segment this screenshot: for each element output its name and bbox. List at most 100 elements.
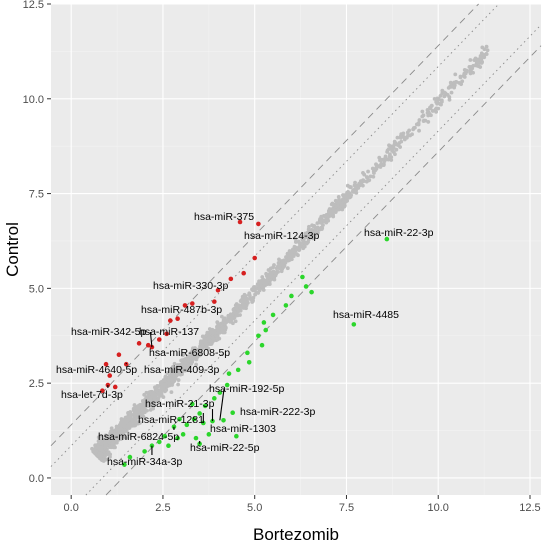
neutral-point	[176, 378, 181, 382]
neutral-point	[388, 152, 392, 157]
neutral-point	[351, 189, 355, 194]
neutral-point	[153, 385, 157, 390]
neutral-point	[277, 257, 281, 262]
highlighted-point	[182, 303, 188, 308]
neutral-point	[104, 434, 109, 439]
highlighted-point	[206, 432, 212, 437]
highlighted-point	[384, 236, 390, 242]
neutral-point	[133, 406, 137, 410]
highlighted-point	[235, 367, 241, 373]
x-tick-label: 2.5	[155, 502, 170, 514]
neutral-point	[176, 382, 180, 387]
neutral-point	[473, 56, 478, 61]
highlighted-point	[256, 333, 261, 339]
neutral-point	[325, 217, 330, 222]
y-tick-label: 5.0	[29, 283, 44, 295]
neutral-point	[126, 432, 131, 436]
neutral-point	[482, 47, 487, 52]
neutral-point	[253, 292, 258, 297]
highlighted-point	[270, 312, 276, 318]
neutral-point	[421, 119, 426, 124]
highlighted-point	[221, 418, 226, 423]
neutral-point	[169, 390, 174, 395]
neutral-point	[231, 307, 236, 312]
neutral-point	[482, 53, 486, 57]
highlighted-point	[156, 337, 162, 342]
neutral-point	[333, 198, 338, 203]
neutral-point	[307, 228, 312, 233]
neutral-point	[313, 227, 318, 232]
neutral-point	[434, 106, 439, 111]
annotation-label: hsa-miR-6824-5p	[98, 431, 179, 443]
neutral-point	[138, 402, 143, 407]
annotation-label: hsa-miR-22-5p	[190, 442, 260, 454]
neutral-point	[172, 361, 177, 366]
neutral-point	[279, 269, 284, 274]
neutral-point	[319, 214, 324, 219]
neutral-point	[118, 432, 123, 437]
dashed-reference-line	[105, 45, 542, 496]
x-axis-label: Bortezomib	[253, 525, 339, 544]
neutral-point	[379, 161, 384, 166]
neutral-point	[282, 264, 287, 269]
neutral-point	[368, 174, 373, 179]
neutral-point	[361, 170, 365, 175]
neutral-point	[398, 145, 403, 149]
highlighted-point	[289, 293, 294, 299]
neutral-point	[301, 246, 306, 251]
neutral-point	[297, 241, 302, 246]
neutral-point	[256, 282, 261, 287]
highlighted-point	[145, 342, 151, 348]
neutral-point	[394, 147, 399, 152]
neutral-point	[285, 266, 290, 271]
neutral-point	[202, 337, 207, 342]
neutral-point	[348, 185, 352, 189]
neutral-point	[99, 445, 104, 450]
neutral-point	[274, 271, 279, 276]
neutral-point	[474, 63, 479, 68]
neutral-point	[162, 378, 167, 382]
neutral-point	[257, 287, 262, 291]
neutral-point	[96, 435, 101, 440]
highlighted-point	[175, 316, 180, 321]
neutral-point	[389, 147, 394, 152]
neutral-point	[406, 133, 410, 138]
neutral-point	[395, 135, 400, 140]
annotation-label: hsa-miR-487b-3p	[141, 304, 222, 316]
neutral-point	[220, 326, 224, 331]
neutral-point	[147, 397, 152, 401]
annotation-label: hsa-miR-342-5p	[71, 326, 146, 338]
neutral-point	[407, 128, 412, 133]
neutral-point	[272, 277, 277, 282]
neutral-point	[425, 107, 430, 112]
neutral-point	[108, 429, 113, 434]
neutral-point	[132, 409, 137, 414]
neutral-point	[212, 328, 217, 333]
highlighted-point	[116, 352, 122, 358]
neutral-point	[238, 299, 243, 304]
grid-lines	[51, 3, 541, 495]
highlighted-point	[237, 219, 243, 225]
highlighted-point	[245, 350, 250, 356]
neutral-point	[163, 382, 168, 387]
neutral-point	[297, 247, 302, 252]
neutral-point	[411, 126, 416, 130]
neutral-point	[385, 150, 390, 154]
neutral-point	[119, 423, 124, 428]
neutral-point	[377, 155, 382, 160]
neutral-point	[198, 346, 203, 351]
neutral-point	[103, 439, 108, 444]
neutral-point	[161, 395, 166, 399]
neutral-point	[228, 312, 233, 317]
highlighted-point	[217, 390, 223, 395]
annotation-label: hsa-miR-137	[139, 326, 199, 338]
highlighted-point	[191, 416, 197, 422]
highlighted-point	[162, 433, 168, 439]
neutral-point	[206, 336, 211, 341]
neutral-point	[366, 169, 370, 174]
neutral-point	[446, 85, 451, 90]
annotation-label: hsa-miR-409-3p	[144, 364, 219, 376]
y-tick-label: 10.0	[23, 94, 44, 106]
neutral-point	[125, 426, 130, 431]
neutral-point	[420, 109, 425, 114]
